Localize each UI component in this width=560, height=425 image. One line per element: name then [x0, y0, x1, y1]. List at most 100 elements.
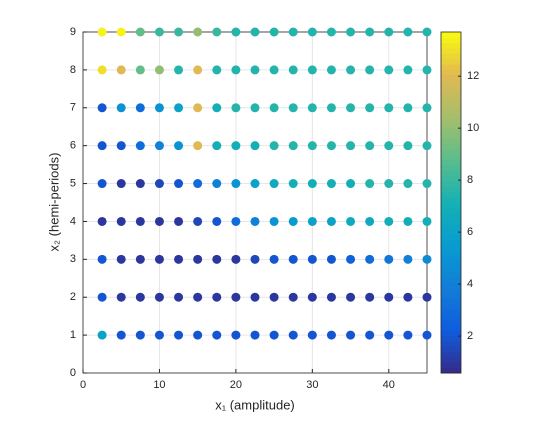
point [193, 27, 203, 37]
colorbar-tick-label: 6 [467, 226, 473, 238]
point [422, 254, 432, 264]
colorbar-segment [441, 255, 461, 262]
colorbar-segment [441, 341, 461, 347]
point [212, 179, 222, 189]
point [154, 179, 164, 189]
point [307, 254, 317, 264]
colorbar-segment [441, 213, 461, 219]
colorbar-box [440, 31, 462, 374]
point [231, 65, 241, 75]
point [365, 27, 375, 37]
plot-area [83, 32, 427, 373]
colorbar-segment [441, 122, 461, 129]
point [97, 330, 107, 340]
colorbar-segment [441, 149, 461, 156]
colorbar-segment [441, 218, 461, 225]
colorbar-segment [441, 63, 461, 70]
point [422, 292, 432, 302]
y-tick-label: 4 [70, 215, 76, 227]
colorbar-segment [441, 47, 461, 54]
point [326, 179, 336, 189]
point [116, 330, 126, 340]
colorbar-segment [441, 53, 461, 60]
colorbar-segment [441, 293, 461, 299]
colorbar-segment [441, 309, 461, 315]
point [403, 254, 413, 264]
point [250, 216, 260, 226]
point [97, 27, 107, 37]
point [326, 27, 336, 37]
colorbar-segment [441, 138, 461, 145]
point [212, 216, 222, 226]
colorbar-segment [441, 367, 461, 374]
colorbar-segment [441, 234, 461, 241]
point [212, 254, 222, 264]
point [365, 103, 375, 113]
colorbar-segment [441, 314, 461, 321]
point [174, 141, 184, 151]
colorbar-segment [441, 239, 461, 246]
point [154, 216, 164, 226]
point [193, 292, 203, 302]
point [346, 330, 356, 340]
point [174, 179, 184, 189]
colorbar-segment [441, 32, 461, 38]
point [212, 292, 222, 302]
point [384, 292, 394, 302]
colorbar-segment [441, 261, 461, 267]
point [193, 65, 203, 75]
point [365, 65, 375, 75]
point [269, 216, 279, 226]
point [174, 103, 184, 113]
point [288, 141, 298, 151]
point [231, 141, 241, 151]
point [174, 65, 184, 75]
point [346, 179, 356, 189]
point [116, 141, 126, 151]
point [346, 254, 356, 264]
y-tick-label: 5 [70, 177, 76, 189]
colorbar-segment [441, 229, 461, 235]
point [269, 179, 279, 189]
point [116, 216, 126, 226]
y-tick-label: 6 [70, 140, 76, 152]
colorbar-segment [441, 298, 461, 305]
colorbar-segment [441, 357, 461, 363]
colorbar-segment [441, 106, 461, 113]
point [365, 216, 375, 226]
point [346, 65, 356, 75]
colorbar-segment [441, 191, 461, 198]
point [326, 216, 336, 226]
point [365, 179, 375, 189]
point [422, 141, 432, 151]
y-tick-label: 9 [70, 26, 76, 38]
point [97, 65, 107, 75]
point [97, 141, 107, 151]
point [154, 65, 164, 75]
point [135, 103, 145, 113]
point [174, 216, 184, 226]
colorbar-segment [441, 85, 461, 92]
colorbar-segment [441, 250, 461, 257]
point [384, 216, 394, 226]
point [326, 254, 336, 264]
point [288, 27, 298, 37]
colorbar-segment [441, 287, 461, 294]
point [288, 330, 298, 340]
colorbar-segment [441, 282, 461, 289]
point [97, 179, 107, 189]
point [307, 330, 317, 340]
point [307, 65, 317, 75]
point [250, 65, 260, 75]
colorbar-segment [441, 202, 461, 209]
point [135, 330, 145, 340]
point [326, 292, 336, 302]
point [193, 254, 203, 264]
point [212, 27, 222, 37]
point [231, 254, 241, 264]
point [384, 103, 394, 113]
colorbar-segment [441, 165, 461, 172]
colorbar-segment [441, 95, 461, 102]
point [193, 216, 203, 226]
point [365, 254, 375, 264]
